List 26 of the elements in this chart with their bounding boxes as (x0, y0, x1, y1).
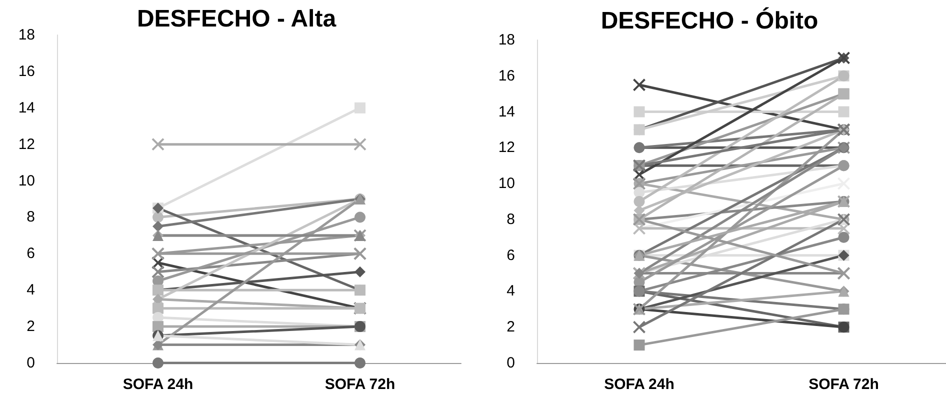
y-tick-label: 16 (18, 62, 35, 80)
y-tick-label: 4 (506, 282, 515, 300)
x-tick-label: SOFA 24h (122, 376, 194, 393)
y-tick-label: 0 (506, 354, 515, 372)
y-tick-label: 18 (18, 26, 35, 44)
y-tick-label: 4 (26, 282, 35, 299)
y-tick-label: 16 (498, 67, 515, 84)
y-tick-label: 2 (26, 318, 35, 336)
y-tick-label: 6 (506, 246, 515, 264)
y-tick-label: 0 (26, 354, 35, 372)
chart-title: DESFECHO - Óbito (600, 6, 818, 34)
y-tick-label: 12 (498, 139, 515, 156)
x-tick-label: SOFA 72h (324, 376, 396, 393)
y-tick-label: 2 (506, 318, 515, 336)
y-tick-label: 12 (18, 136, 35, 153)
y-tick-label: 14 (498, 103, 515, 120)
y-tick-label: 14 (18, 99, 35, 116)
chart-title: DESFECHO - Alta (136, 6, 337, 32)
y-tick-label: 6 (26, 245, 35, 262)
y-tick-label: 10 (498, 175, 515, 192)
x-tick-label: SOFA 24h (604, 376, 674, 393)
y-tick-label: 8 (26, 208, 35, 226)
x-tick-label: SOFA 72h (808, 376, 879, 393)
y-tick-label: 10 (18, 172, 35, 190)
y-tick-label: 18 (498, 32, 515, 48)
y-tick-label: 8 (506, 210, 515, 228)
